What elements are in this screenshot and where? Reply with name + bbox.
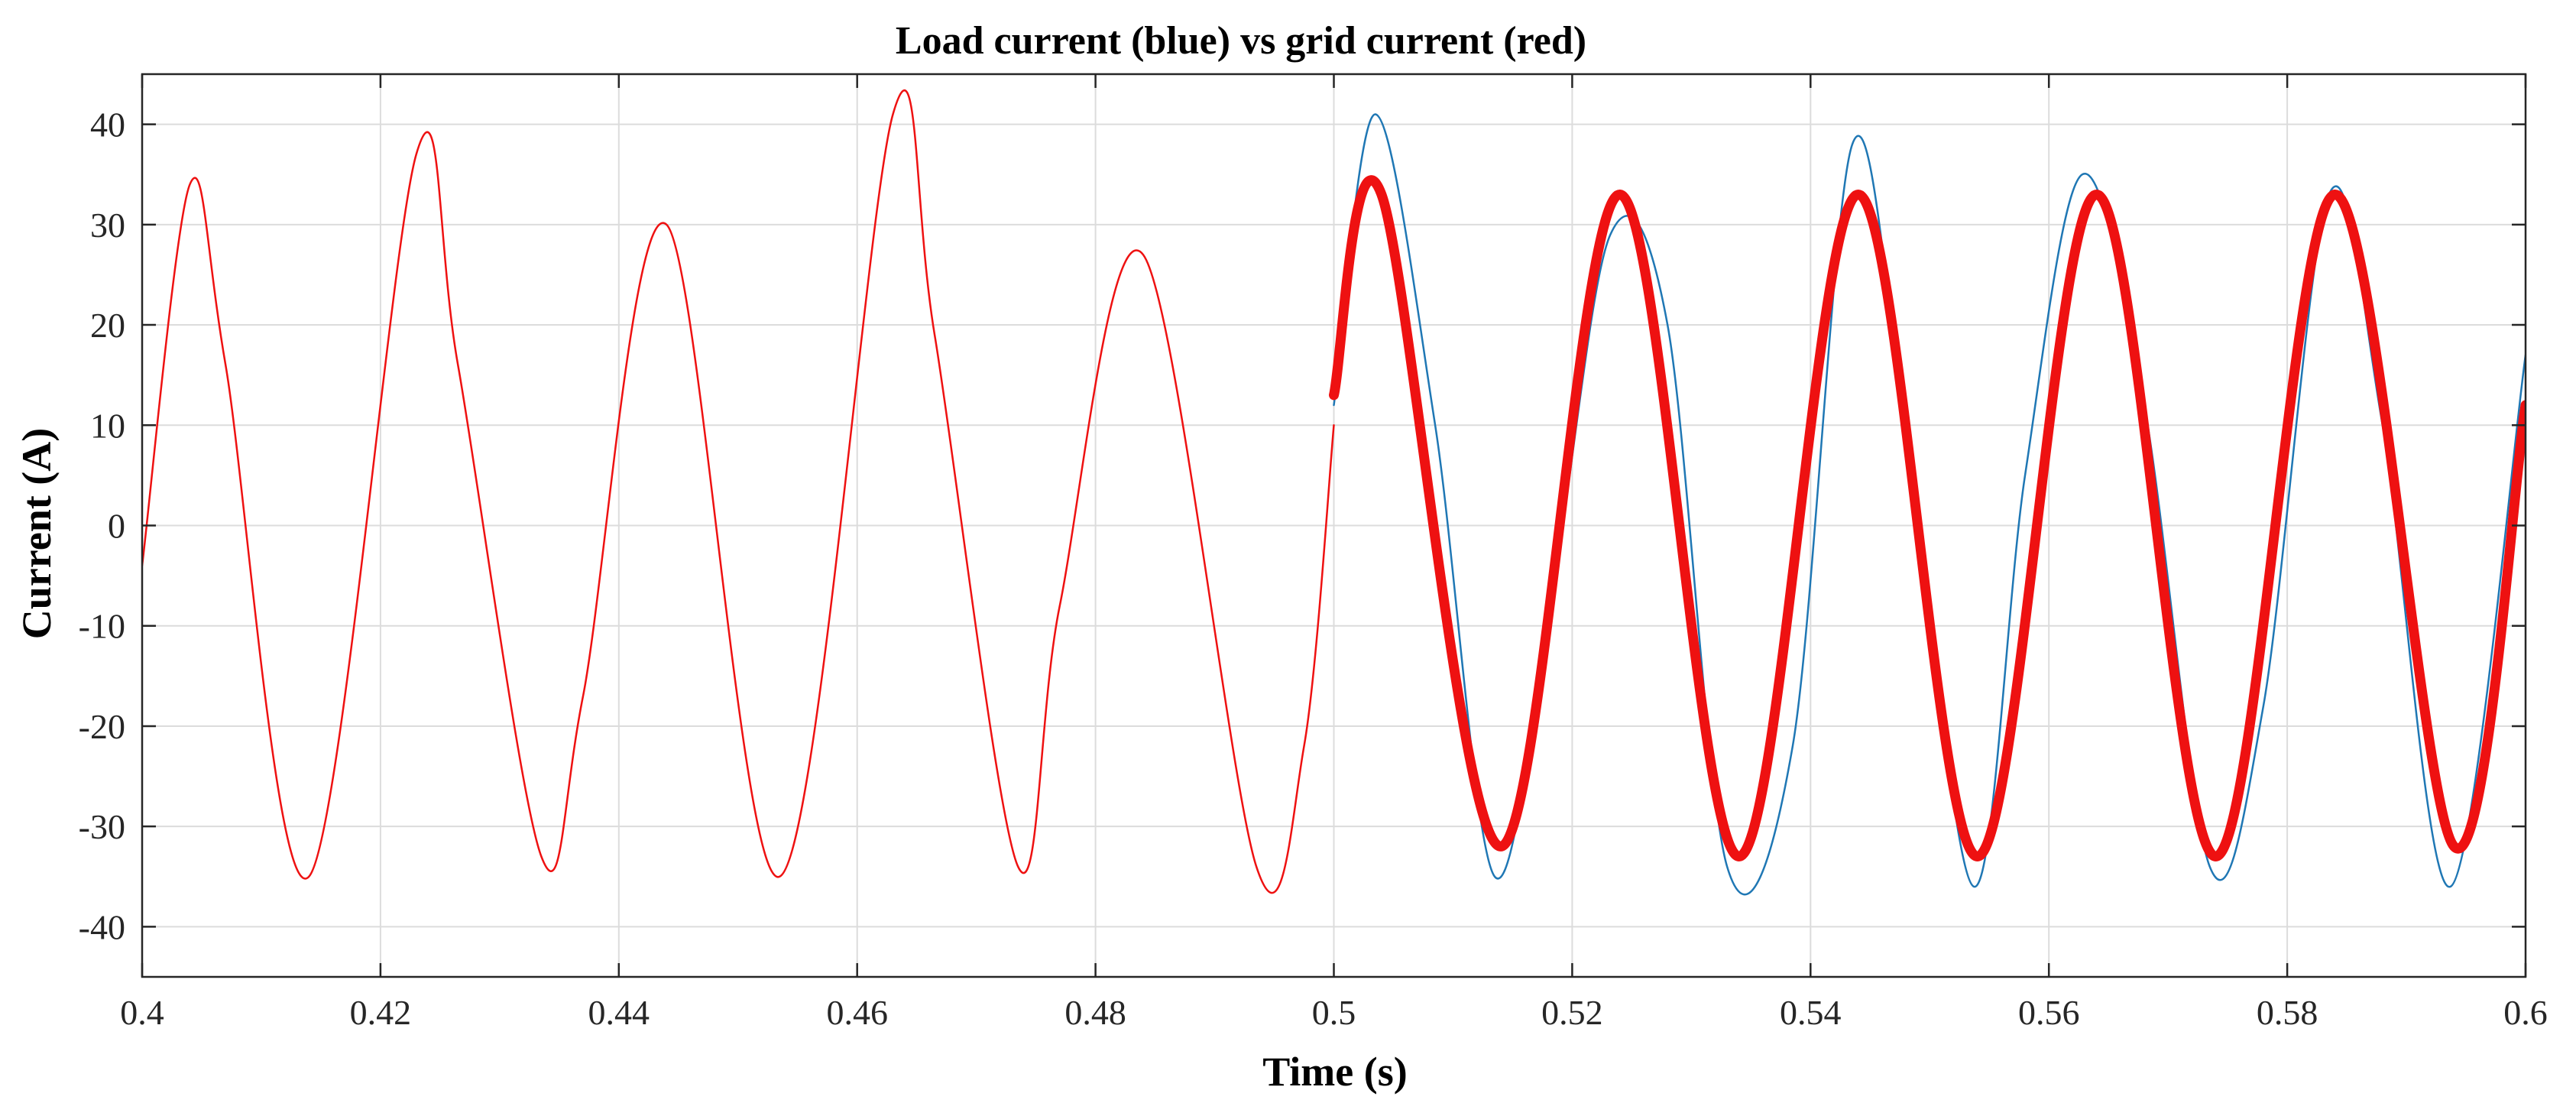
y-tick-label: -10 (79, 607, 125, 646)
y-axis-label: Current (A) (14, 428, 60, 639)
x-tick-label: 0.44 (588, 993, 650, 1032)
data-series (142, 89, 2526, 896)
x-tick-label: 0.54 (1780, 993, 1842, 1032)
x-tick-label: 0.6 (2503, 993, 2548, 1032)
chart-title: Load current (blue) vs grid current (red… (896, 19, 1586, 63)
x-tick-label: 0.48 (1064, 993, 1126, 1032)
y-tick-label: 40 (90, 105, 125, 144)
y-tick-label: 20 (90, 306, 125, 345)
x-tick-label: 0.4 (120, 993, 164, 1032)
axis-ticks: 0.4 0.42 0.44 0.46 0.48 0.5 0.52 0.54 0.56 0.58 0.… (79, 74, 2548, 1032)
y-tick-label: -40 (79, 907, 125, 946)
grid-lines (141, 74, 2526, 977)
x-tick-label: 0.42 (350, 993, 412, 1032)
y-tick-label: 10 (90, 406, 125, 445)
series-line-1 (142, 89, 1335, 894)
series-line-0 (1333, 113, 2526, 896)
x-tick-label: 0.58 (2257, 993, 2318, 1032)
x-axis-label: Time (s) (1262, 1049, 1407, 1095)
y-tick-label: 0 (108, 507, 125, 546)
x-tick-label: 0.52 (1541, 993, 1603, 1032)
x-tick-label: 0.5 (1312, 993, 1356, 1032)
x-tick-label: 0.46 (826, 993, 888, 1032)
y-tick-label: 30 (90, 206, 125, 245)
y-tick-label: -30 (79, 807, 125, 846)
y-tick-label: -20 (79, 707, 125, 746)
series-line-2 (1329, 175, 2526, 861)
x-tick-label: 0.56 (2018, 993, 2080, 1032)
